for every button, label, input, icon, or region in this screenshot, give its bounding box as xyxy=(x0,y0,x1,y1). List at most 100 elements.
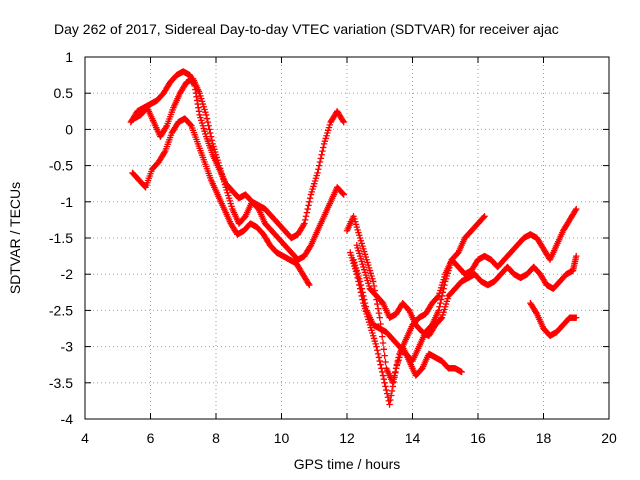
data-point xyxy=(382,383,389,390)
data-point xyxy=(573,314,580,321)
y-tick-label: -1 xyxy=(61,194,74,210)
x-tick-label: 4 xyxy=(81,430,89,446)
y-tick-label: -3.5 xyxy=(49,375,73,391)
data-point xyxy=(390,378,397,386)
data-point xyxy=(300,221,307,229)
x-tick-label: 18 xyxy=(536,430,552,446)
data-point xyxy=(458,368,465,376)
data-point xyxy=(381,352,388,359)
x-tick-label: 10 xyxy=(274,430,290,446)
data-point xyxy=(392,369,399,377)
series-track-lower xyxy=(129,115,313,289)
x-tick-label: 14 xyxy=(405,430,421,446)
data-point xyxy=(306,198,313,205)
data-point xyxy=(301,220,308,227)
data-point xyxy=(302,216,309,224)
data-point xyxy=(319,147,326,155)
data-point xyxy=(315,166,322,173)
data-point xyxy=(339,117,347,125)
data-point xyxy=(207,133,215,140)
series-track-upper xyxy=(127,68,347,242)
data-point xyxy=(161,149,168,156)
y-tick-label: -2 xyxy=(61,266,74,282)
data-point xyxy=(362,303,370,310)
y-tick-label: -0.5 xyxy=(49,158,73,174)
y-tick-label: -3 xyxy=(61,339,74,355)
data-point xyxy=(202,111,210,119)
data-point xyxy=(436,303,443,310)
data-point xyxy=(374,350,382,358)
data-point xyxy=(380,375,388,383)
data-point xyxy=(377,361,384,368)
y-tick-label: 0 xyxy=(65,121,73,137)
data-point xyxy=(315,162,323,169)
data-point xyxy=(374,347,381,354)
data-point xyxy=(314,169,321,177)
data-point xyxy=(317,155,324,162)
data-point xyxy=(316,158,324,166)
data-point xyxy=(378,365,385,372)
data-point xyxy=(382,358,389,366)
data-point xyxy=(373,343,380,350)
data-point xyxy=(573,252,580,260)
data-point xyxy=(380,346,388,353)
data-point xyxy=(370,278,377,285)
data-marks xyxy=(127,68,580,408)
data-point xyxy=(381,379,388,386)
data-point xyxy=(318,151,325,158)
y-tick-label: 0.5 xyxy=(54,85,74,101)
y-tick-label: -2.5 xyxy=(49,302,73,318)
axis-ticks xyxy=(84,56,610,420)
x-tick-label: 20 xyxy=(601,430,617,446)
data-point xyxy=(356,278,364,285)
data-point xyxy=(437,315,445,322)
data-point xyxy=(204,118,212,126)
data-point xyxy=(376,357,383,365)
y-tick-label: -1.5 xyxy=(49,230,73,246)
data-point xyxy=(379,333,386,340)
data-point xyxy=(379,368,386,376)
series-track-late-b xyxy=(347,249,465,408)
data-point xyxy=(339,190,347,197)
chart-title: Day 262 of 2017, Sidereal Day-to-day VTE… xyxy=(54,21,559,37)
data-point xyxy=(437,296,445,303)
data-point xyxy=(320,144,327,151)
x-tick-label: 6 xyxy=(147,430,155,446)
data-point xyxy=(306,194,314,202)
data-point xyxy=(383,386,390,394)
data-point xyxy=(208,137,216,144)
data-point xyxy=(434,293,442,301)
data-point xyxy=(340,191,347,198)
data-point xyxy=(304,205,311,213)
data-point xyxy=(387,396,394,404)
data-point xyxy=(359,289,366,296)
data-point xyxy=(374,305,382,312)
data-point xyxy=(438,292,446,300)
data-point xyxy=(360,292,367,300)
data-point xyxy=(391,374,398,381)
data-point xyxy=(440,285,447,292)
data-point xyxy=(162,123,170,131)
data-point xyxy=(357,281,365,289)
data-point xyxy=(203,115,211,122)
data-point xyxy=(386,401,393,408)
data-point xyxy=(207,129,214,137)
data-point xyxy=(206,126,213,133)
data-point xyxy=(306,281,313,289)
data-point xyxy=(439,289,446,296)
series-track-late-c xyxy=(350,205,580,365)
data-point xyxy=(437,299,444,307)
data-point xyxy=(572,207,579,214)
data-point xyxy=(205,122,212,129)
data-point xyxy=(481,213,488,220)
x-tick-label: 8 xyxy=(212,430,220,446)
series-track-late-d xyxy=(353,242,580,339)
data-point xyxy=(480,213,487,221)
y-axis-label: SDTVAR / TECUs xyxy=(7,182,23,294)
data-point xyxy=(435,307,442,314)
data-point xyxy=(441,281,448,289)
data-point xyxy=(303,209,311,216)
y-tick-label: -4 xyxy=(61,411,74,427)
x-axis-label: GPS time / hours xyxy=(294,456,401,472)
